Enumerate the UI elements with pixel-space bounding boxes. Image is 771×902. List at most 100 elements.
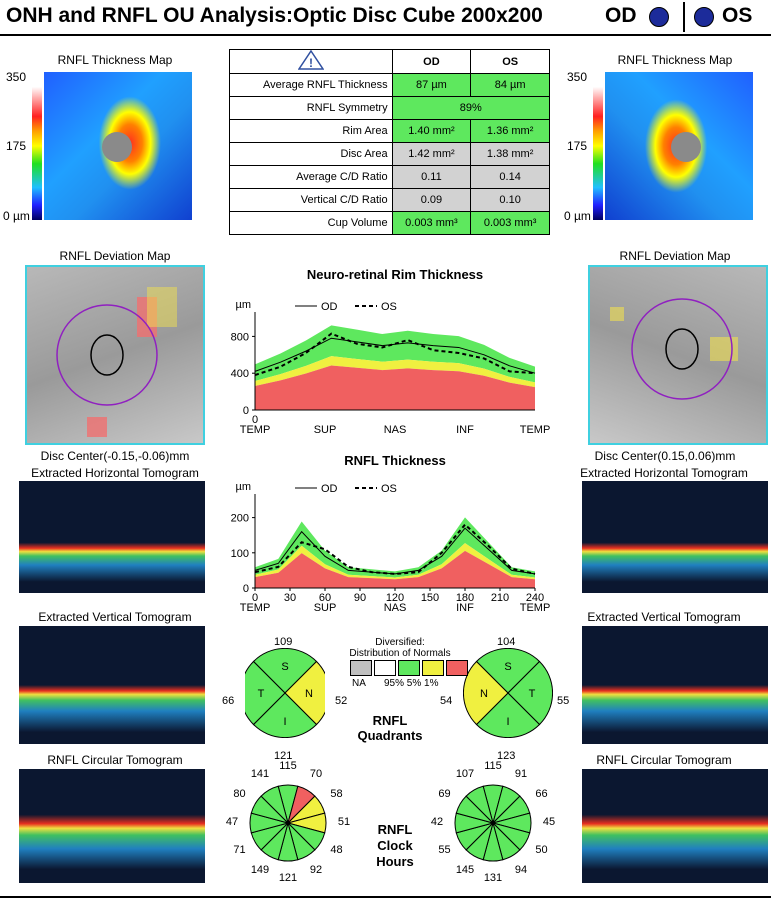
legend-os-label: OS — [381, 301, 397, 313]
x-tick-label: 0 — [252, 592, 258, 604]
y-tick-label: 0 — [243, 405, 249, 417]
y-tick-label: 400 — [231, 368, 249, 380]
od-horizontal-tomogram-title: Extracted Horizontal Tomogram — [31, 466, 199, 480]
os-eye-icon — [694, 7, 714, 27]
os-scale-mid: 175 — [567, 139, 588, 153]
warning-triangle-icon: ! — [297, 49, 325, 70]
clock-hour-value: 131 — [483, 872, 503, 884]
y-tick-label: 200 — [231, 513, 249, 525]
x-region-label: INF — [456, 424, 474, 436]
series-line-os — [254, 523, 536, 575]
od-value: 0.11 — [391, 165, 472, 189]
col-os-header: OS — [470, 49, 550, 74]
legend-red-swatch — [446, 660, 468, 676]
clock-hour-value: 115 — [279, 760, 297, 772]
table-header-row: ! OD OS — [229, 49, 550, 74]
os-quad-i-value: 123 — [497, 750, 516, 762]
x-tick-label: 60 — [319, 592, 331, 604]
od-disc-center: Disc Center(-0.15,-0.06)mm — [40, 449, 190, 463]
os-quadrant-chart: S N T I — [463, 648, 553, 738]
series-line-os — [254, 332, 536, 376]
quadrants-title-line2: Quadrants — [357, 728, 423, 743]
od-value: 0.09 — [391, 188, 472, 212]
normals-legend-swatches — [350, 660, 468, 676]
legend-white-swatch — [374, 660, 396, 676]
os-quad-s-value: 104 — [497, 636, 516, 648]
os-quad-i-letter: I — [506, 716, 509, 728]
rnfl-chart-title: RNFL Thickness — [344, 453, 446, 468]
os-quad-t-letter: T — [529, 688, 536, 700]
borderline-yellow-band — [255, 356, 535, 388]
clock-hour-value: 70 — [309, 767, 323, 780]
series-line-od — [254, 337, 536, 374]
legend-od-label: OD — [321, 301, 338, 313]
rim-chart-title: Neuro-retinal Rim Thickness — [306, 267, 484, 282]
od-vertical-tomogram-title: Extracted Vertical Tomogram — [38, 610, 192, 624]
os-thickness-map-image — [605, 72, 753, 220]
clock-hour-value: 115 — [484, 760, 502, 772]
quadrants-title-line1: RNFL — [372, 713, 408, 728]
os-value: 1.38 mm² — [470, 142, 550, 166]
clock-hour-value: 121 — [278, 872, 298, 884]
clock-hour-value: 69 — [438, 788, 451, 800]
x-region-label: NAS — [384, 602, 407, 614]
y-tick-label: 100 — [231, 548, 249, 560]
x-region-label: SUP — [314, 602, 337, 614]
od-color-scale-bar — [32, 72, 42, 220]
clock-hour-value: 145 — [455, 864, 475, 877]
y-axis-unit-label: µm — [235, 299, 251, 311]
parameter-table: ! OD OS Average RNFL Thickness 87 µm 84 µm… — [229, 49, 551, 235]
clock-hour-segment — [465, 785, 494, 825]
clock-hour-value: 80 — [233, 788, 246, 800]
os-value: 84 µm — [470, 73, 550, 97]
os-deviation-map-title: RNFL Deviation Map — [619, 249, 731, 263]
row-label: Average RNFL Thickness — [229, 73, 393, 97]
table-row: Vertical C/D Ratio 0.09 0.10 — [229, 188, 550, 212]
clock-title-line3: Hours — [376, 854, 414, 869]
os-value: 0.14 — [470, 165, 550, 189]
os-scale-max: 350 — [567, 70, 588, 84]
clock-title-line2: Clock — [377, 838, 413, 853]
x-region-label: INF — [456, 602, 474, 614]
clock-hour-value: 50 — [535, 844, 548, 856]
clock-hour-value: 91 — [514, 767, 528, 780]
normal-range-green-band — [255, 517, 535, 578]
od-vertical-tomogram-image — [19, 626, 205, 744]
x-region-label: TEMP — [240, 602, 271, 614]
x-tick-label: 210 — [491, 592, 509, 604]
x-tick-label: 0 — [252, 414, 258, 426]
table-row: Cup Volume 0.003 mm³ 0.003 mm³ — [229, 211, 550, 235]
os-horizontal-tomogram-title: Extracted Horizontal Tomogram — [580, 466, 748, 480]
os-deviation-overlay — [610, 298, 738, 400]
x-region-label: TEMP — [520, 602, 551, 614]
od-value: 1.42 mm² — [391, 142, 472, 166]
od-quad-i-letter: I — [283, 716, 286, 728]
clock-hour-value: 66 — [535, 788, 548, 800]
os-color-scale-bar — [593, 72, 603, 220]
od-optic-disc — [102, 132, 132, 162]
os-thickness-map-title: RNFL Thickness Map — [617, 53, 733, 67]
clock-hour-segment — [260, 785, 289, 825]
os-quad-t-value: 55 — [557, 695, 570, 707]
os-horizontal-tomogram-image — [582, 481, 768, 593]
os-value: 1.36 mm² — [470, 119, 550, 143]
table-row: Average RNFL Thickness 87 µm 84 µm — [229, 73, 550, 97]
od-quad-i-value: 121 — [274, 750, 293, 762]
x-region-label: TEMP — [240, 424, 271, 436]
clock-hour-value: 58 — [330, 788, 343, 800]
x-tick-label: 240 — [526, 592, 544, 604]
warning-cell: ! — [229, 49, 393, 74]
od-scale-min: 0 µm — [3, 209, 30, 223]
od-value: 0.003 mm³ — [391, 211, 472, 235]
clock-title-line1: RNFL — [377, 822, 413, 837]
x-tick-label: 120 — [386, 592, 404, 604]
row-label: Average C/D Ratio — [229, 165, 393, 189]
os-quad-n-letter: N — [480, 688, 488, 700]
od-clock-hours-chart — [249, 784, 327, 862]
clock-hour-value: 47 — [225, 816, 239, 828]
legend-green-swatch — [398, 660, 420, 676]
os-vertical-tomogram-title: Extracted Vertical Tomogram — [587, 610, 741, 624]
os-label: OS — [722, 4, 753, 27]
